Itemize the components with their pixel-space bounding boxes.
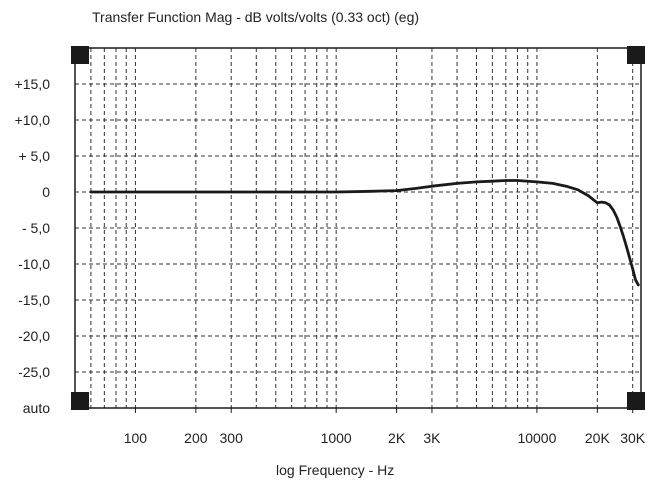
x-tick-label: 100 bbox=[124, 430, 148, 446]
corner-markers bbox=[71, 46, 645, 410]
x-tick-label: 3K bbox=[423, 430, 441, 446]
series-group bbox=[89, 179, 640, 287]
y-tick-label: -10,0 bbox=[18, 256, 50, 272]
corner-marker bbox=[71, 392, 89, 410]
x-tick-label: 300 bbox=[220, 430, 244, 446]
corner-marker bbox=[627, 46, 645, 64]
x-tick-label: 10000 bbox=[517, 430, 556, 446]
x-tick-labels: 100 200 300 1000 2K 3K 10000 20K 30K bbox=[124, 408, 646, 446]
x-tick-label: 20K bbox=[585, 430, 611, 446]
y-tick-label: -15,0 bbox=[18, 292, 50, 308]
y-tick-label: +15,0 bbox=[15, 76, 51, 92]
y-tick-label: +10,0 bbox=[15, 112, 51, 128]
x-tick-label: 30K bbox=[620, 430, 646, 446]
x-tick-label: 2K bbox=[388, 430, 406, 446]
chart-title: Transfer Function Mag - dB volts/volts (… bbox=[92, 9, 420, 25]
x-axis-label: log Frequency - Hz bbox=[276, 462, 395, 478]
x-tick-label: 200 bbox=[184, 430, 208, 446]
series-line bbox=[89, 179, 640, 287]
corner-marker bbox=[71, 46, 89, 64]
y-tick-label: -25,0 bbox=[18, 364, 50, 380]
y-tick-label: + 5,0 bbox=[18, 148, 50, 164]
grid-lines bbox=[75, 48, 641, 408]
y-tick-label: -20,0 bbox=[18, 328, 50, 344]
y-tick-labels: +15,0 +10,0 + 5,0 0 - 5,0 -10,0 -15,0 -20,0 -25,… bbox=[15, 76, 51, 416]
frame-rect bbox=[74, 47, 642, 409]
plot-frame bbox=[74, 47, 642, 409]
y-tick-label: - 5,0 bbox=[22, 220, 50, 236]
corner-marker bbox=[627, 392, 645, 410]
y-tick-label: 0 bbox=[42, 184, 50, 200]
y-tick-label: auto bbox=[23, 400, 50, 416]
x-tick-label: 1000 bbox=[321, 430, 352, 446]
